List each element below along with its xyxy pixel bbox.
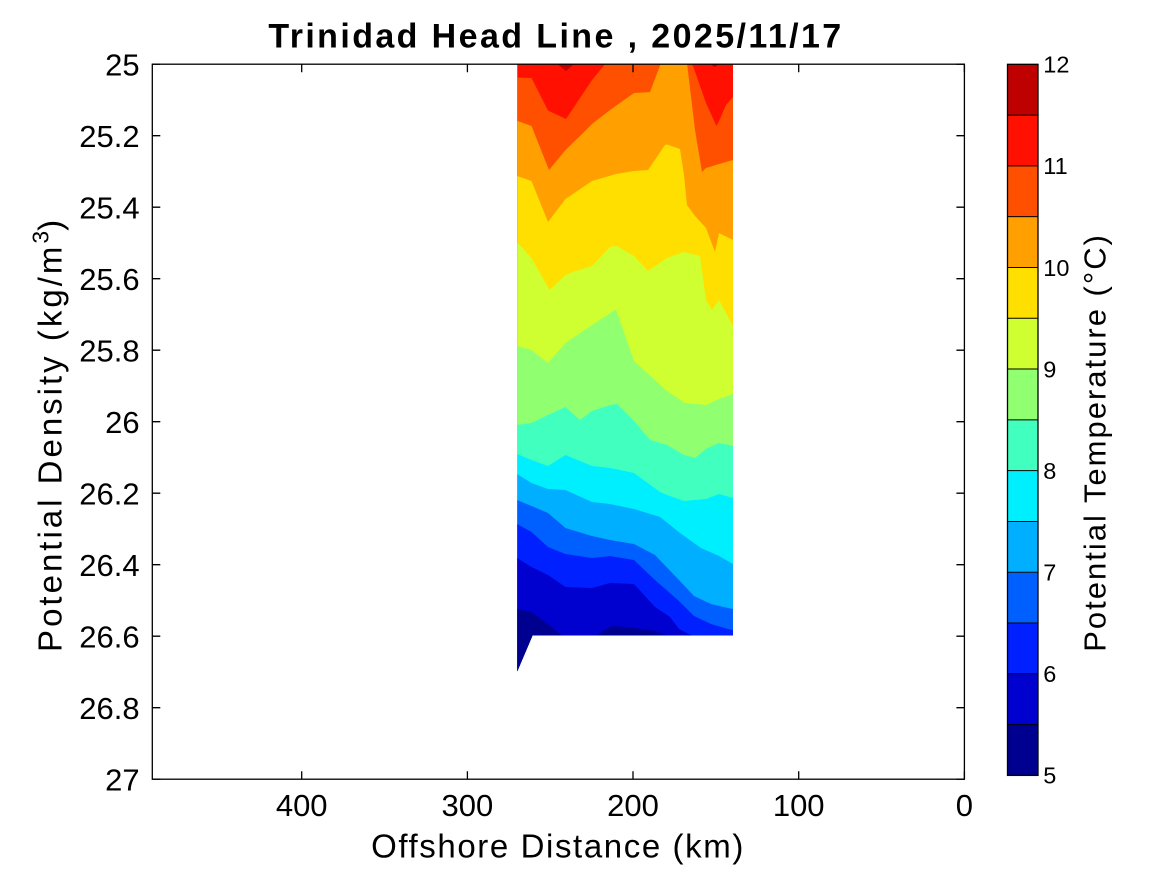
svg-text:200: 200 (607, 788, 659, 823)
svg-text:300: 300 (442, 788, 494, 823)
svg-text:26.4: 26.4 (79, 548, 139, 583)
svg-text:25.2: 25.2 (79, 119, 139, 154)
svg-text:400: 400 (276, 788, 328, 823)
svg-text:8: 8 (1043, 458, 1056, 484)
svg-text:Offshore Distance (km): Offshore Distance (km) (371, 828, 745, 865)
svg-text:26.2: 26.2 (79, 476, 139, 511)
svg-text:25.4: 25.4 (79, 190, 139, 225)
svg-text:5: 5 (1043, 763, 1056, 789)
svg-text:25: 25 (105, 47, 139, 82)
svg-text:11: 11 (1043, 153, 1067, 179)
svg-text:26: 26 (105, 405, 139, 440)
svg-text:Trinidad Head Line , 2025/11/1: Trinidad Head Line , 2025/11/17 (268, 17, 843, 55)
svg-text:6: 6 (1043, 661, 1056, 687)
svg-text:7: 7 (1043, 560, 1056, 586)
svg-text:Potential Density (kg/m3): Potential Density (kg/m3) (28, 220, 69, 652)
svg-text:12: 12 (1043, 52, 1069, 78)
svg-text:9: 9 (1043, 356, 1056, 382)
svg-text:25.6: 25.6 (79, 262, 139, 297)
svg-text:27: 27 (105, 762, 139, 797)
svg-text:0: 0 (956, 788, 973, 823)
svg-text:25.8: 25.8 (79, 333, 139, 368)
svg-text:100: 100 (773, 788, 825, 823)
svg-text:10: 10 (1043, 255, 1069, 281)
svg-text:26.8: 26.8 (79, 691, 139, 726)
svg-text:Potential Temperature (°C): Potential Temperature (°C) (1077, 233, 1112, 652)
svg-text:26.6: 26.6 (79, 619, 139, 654)
